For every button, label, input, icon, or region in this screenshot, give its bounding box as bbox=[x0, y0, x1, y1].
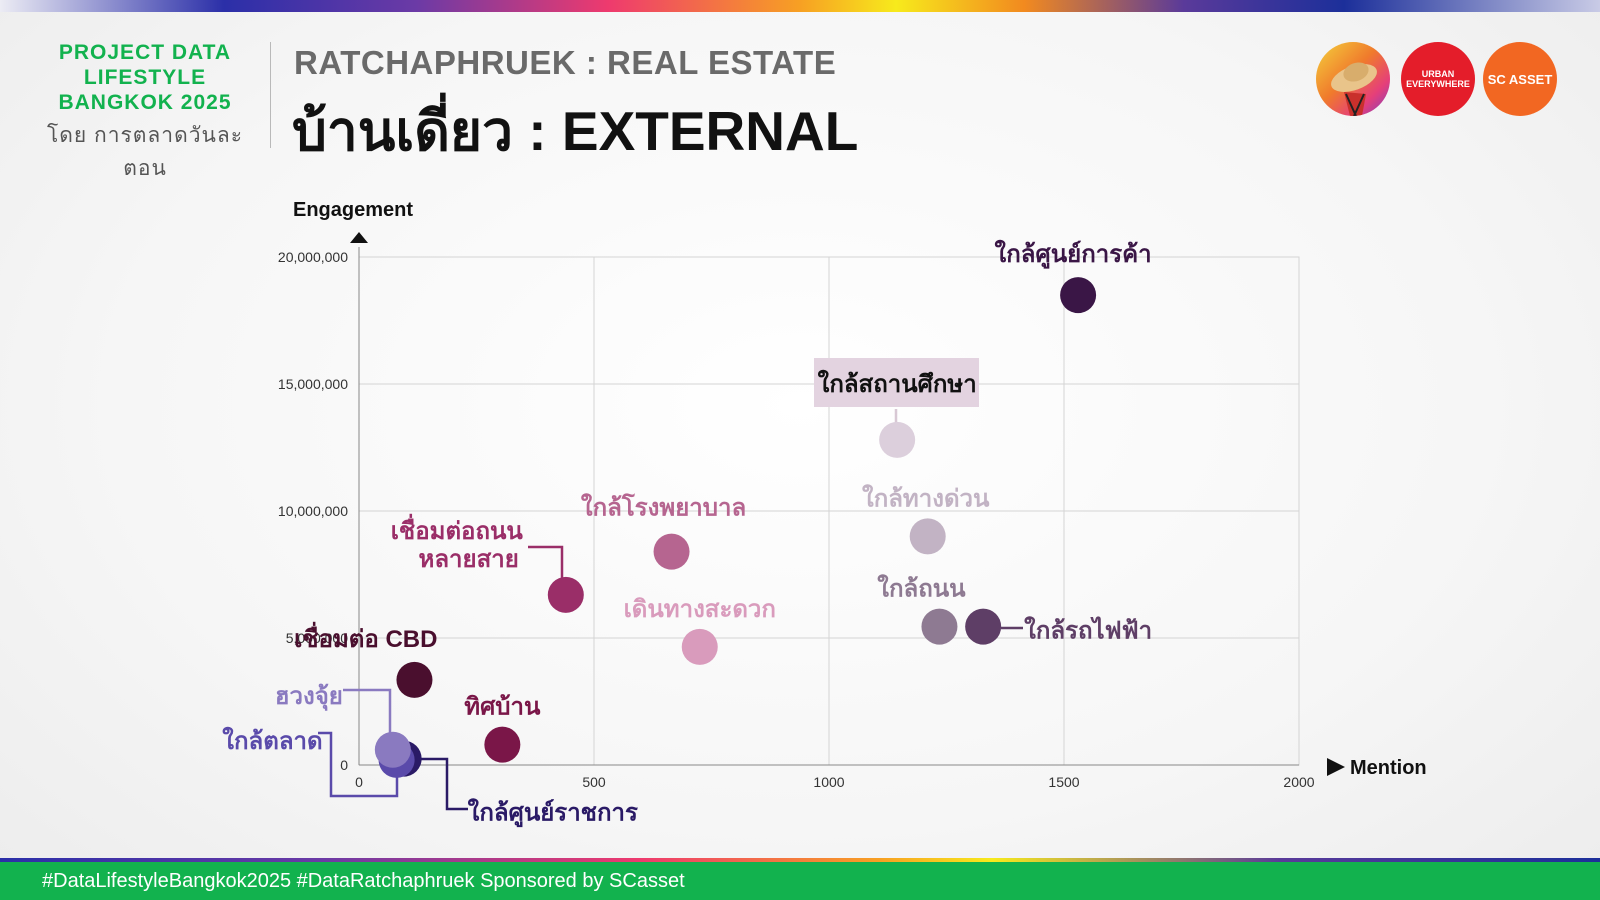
brand-title: PROJECT DATA LIFESTYLE BANGKOK 2025 bbox=[36, 40, 254, 115]
point-label-line-2: หลายสาย bbox=[419, 546, 519, 573]
chart-grid bbox=[358, 247, 1300, 766]
scatter-point bbox=[1060, 277, 1097, 314]
point-label: เดินทางสะดวก bbox=[624, 596, 776, 623]
scatter-point bbox=[681, 628, 718, 665]
page-subtitle: RATCHAPHRUEK : REAL ESTATE bbox=[294, 44, 837, 81]
urban-everywhere-logo: URBAN EVERYWHERE bbox=[1401, 42, 1475, 116]
scatter-point bbox=[484, 726, 521, 763]
y-tick-label: 0 bbox=[340, 757, 348, 773]
footer-bar: #DataLifestyleBangkok2025 #DataRatchaphr… bbox=[0, 858, 1600, 900]
scatter-point bbox=[374, 731, 411, 768]
y-tick-label: 5,000,000 bbox=[286, 630, 348, 646]
point-label: ใกล้ทางด่วน bbox=[862, 483, 990, 512]
urban-logo-line-2: EVERYWHERE bbox=[1406, 79, 1470, 89]
scatter-point bbox=[879, 421, 916, 458]
header-divider bbox=[270, 42, 271, 148]
y-axis-arrow-icon bbox=[350, 232, 368, 243]
y-tick-label: 20,000,000 bbox=[278, 249, 348, 265]
mascot-icon bbox=[1331, 62, 1377, 116]
chart-axes: Engagement Mention bbox=[293, 199, 1427, 779]
x-tick-label: 1500 bbox=[1048, 774, 1079, 790]
brand-line-1: PROJECT DATA bbox=[58, 41, 232, 64]
scatter-point bbox=[396, 661, 433, 698]
sc-asset-logo: SC ASSET bbox=[1483, 42, 1557, 116]
x-tick-label: 500 bbox=[582, 774, 606, 790]
point-labels: ใกล้ศูนย์การค้าใกล้สถานศึกษาใกล้ทางด่วนใ… bbox=[222, 239, 1152, 828]
scatter-point bbox=[547, 576, 584, 613]
point-label: ใกล้ตลาด bbox=[222, 726, 322, 755]
scatter-point bbox=[653, 533, 690, 570]
point-label: ฮวงจุ้ย bbox=[275, 683, 343, 712]
top-gradient-bar bbox=[0, 0, 1600, 12]
sc-asset-logo-text: SC ASSET bbox=[1487, 71, 1553, 87]
leader-market bbox=[318, 731, 399, 798]
point-label: ใกล้ศูนย์การค้า bbox=[995, 239, 1152, 269]
brand-subtitle: โดย การตลาดวันละตอน bbox=[46, 124, 244, 180]
page-title: บ้านเดี่ยว : EXTERNAL bbox=[292, 100, 859, 162]
leader-fengshui bbox=[343, 688, 392, 733]
chart-ticks: 0 500 1000 1500 2000 0 5,000,000 10,000,000 15,0… bbox=[278, 249, 1315, 790]
leader-connect-roads bbox=[528, 545, 564, 585]
point-label: เชื่อมต่อถนน bbox=[391, 513, 524, 545]
x-axis-title: Mention bbox=[1350, 757, 1427, 779]
highlight-box-education bbox=[814, 358, 979, 407]
footer-hashtags: #DataLifestyleBangkok2025 #DataRatchaphr… bbox=[42, 870, 685, 892]
point-label: ทิศบ้าน bbox=[464, 694, 541, 721]
point-label: ใกล้ศูนย์ราชการ bbox=[468, 798, 638, 828]
scatter-point bbox=[909, 518, 946, 555]
x-tick-label: 2000 bbox=[1283, 774, 1314, 790]
point-label: ใกล้ถนน bbox=[877, 574, 966, 603]
x-tick-label: 1000 bbox=[813, 774, 844, 790]
y-axis-title: Engagement bbox=[293, 199, 413, 221]
mascot-logo bbox=[1316, 42, 1390, 116]
scatter-point bbox=[921, 608, 958, 645]
brand-line-3: BANGKOK 2025 bbox=[58, 91, 232, 114]
point-label: ใกล้รถไฟฟ้า bbox=[1024, 616, 1152, 645]
chart-points bbox=[374, 277, 1097, 778]
x-tick-label: 0 bbox=[355, 774, 363, 790]
scatter-point bbox=[965, 608, 1002, 645]
label-leader-lines bbox=[318, 358, 1023, 811]
brand-line-2: LIFESTYLE bbox=[83, 66, 207, 89]
y-tick-label: 10,000,000 bbox=[278, 503, 348, 519]
urban-logo-line-1: URBAN bbox=[1421, 69, 1455, 79]
point-label: ใกล้สถานศึกษา bbox=[818, 369, 977, 398]
point-label: เชื่อมต่อ CBD bbox=[294, 621, 437, 653]
y-tick-label: 15,000,000 bbox=[278, 376, 348, 392]
leader-government bbox=[414, 757, 468, 811]
scatter-chart: 0 500 1000 1500 2000 0 5,000,000 10,000,000 15,0… bbox=[222, 199, 1427, 828]
x-axis-arrow-icon bbox=[1327, 758, 1345, 776]
point-label: ใกล้โรงพยาบาล bbox=[581, 493, 746, 522]
